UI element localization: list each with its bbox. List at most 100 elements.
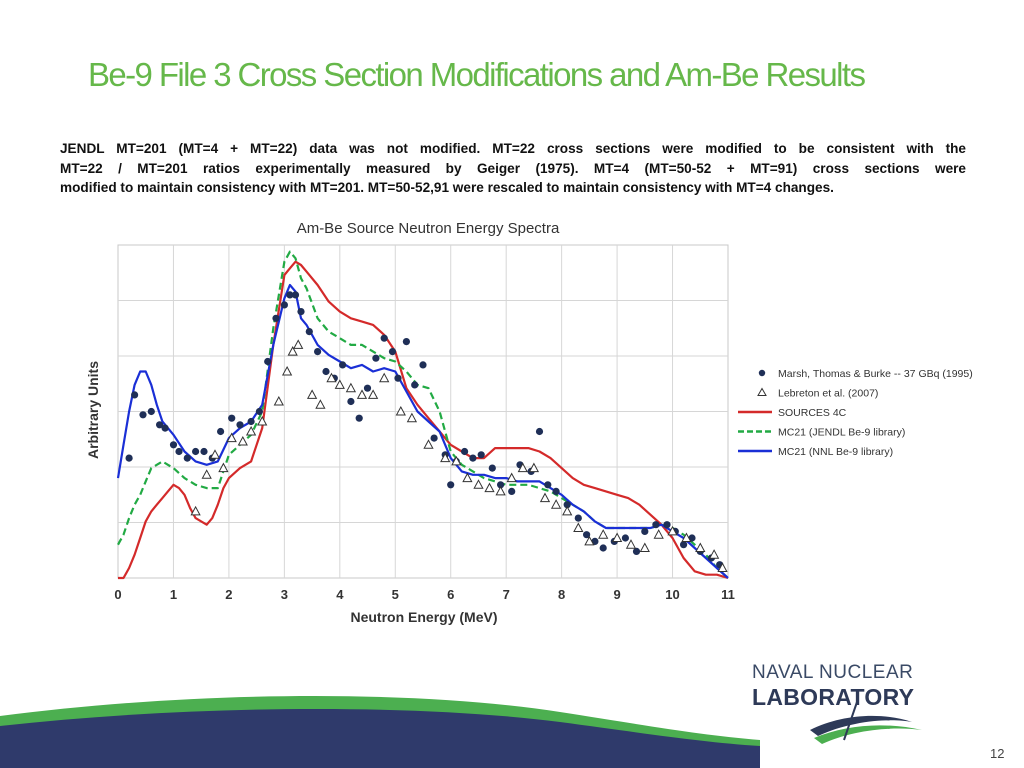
marker-lebreton [218,462,229,473]
marker-marsh [419,361,427,369]
marker-lebreton [356,389,368,399]
marker-lebreton [695,542,706,552]
legend-label: MC21 (JENDL Be-9 library) [778,427,905,439]
x-tick-label: 3 [281,587,288,602]
x-tick-label: 9 [613,587,620,602]
marker-marsh [388,348,397,356]
marker-marsh [380,334,388,342]
marker-lebreton [639,542,650,552]
x-tick-label: 11 [721,587,735,602]
marker-marsh [322,367,330,376]
body-line-3: modified to maintain consistency with MT… [60,180,834,195]
marker-marsh [574,514,582,522]
x-tick-label: 1 [170,587,177,602]
marker-lebreton [681,532,692,542]
x-tick-label: 0 [114,587,121,602]
marker-lebreton [273,395,284,406]
marker-marsh [652,521,660,529]
series-line-1 [118,260,729,580]
marker-marsh [169,441,178,449]
legend-label: Lebreton et al. (2007) [778,388,878,400]
body-line-1: JENDL MT=201 (MT=4 + MT=22) data was not… [60,141,966,156]
x-tick-label: 5 [392,587,399,602]
marker-marsh [488,464,496,472]
x-tick-label: 4 [336,587,344,602]
legend-marker-circle [758,369,766,377]
marker-marsh [394,374,402,382]
marker-marsh [641,527,649,536]
marker-lebreton [473,479,484,489]
marker-marsh [183,454,191,462]
marker-lebreton [281,365,293,376]
marker-lebreton [406,412,418,423]
marker-marsh [272,314,280,322]
marker-lebreton [717,562,728,572]
marker-marsh [469,454,477,462]
marker-lebreton [495,485,506,496]
marker-marsh [535,427,544,436]
marker-marsh [447,481,455,489]
marker-marsh [156,421,164,429]
am-be-spectra-chart: Am-Be Source Neutron Energy Spectra 0 1 2 3… [85,220,973,625]
marker-lebreton [667,525,678,536]
marker-marsh [139,411,147,419]
marker-marsh [621,534,630,542]
marker-lebreton [584,535,595,546]
x-tick-label: 2 [225,587,232,602]
marker-lebreton [625,539,637,549]
marker-lebreton [190,505,201,516]
marker-lebreton [573,522,584,532]
marker-marsh [255,407,263,416]
marker-lebreton [539,492,551,503]
legend-label: SOURCES 4C [778,407,847,419]
x-tick-label: 10 [665,587,679,602]
marker-lebreton [293,339,304,349]
chart-markers [125,291,728,572]
marker-marsh [411,381,419,389]
marker-lebreton [653,529,664,539]
logo-line1: NAVAL NUCLEAR [752,662,914,683]
body-line-2: MT=22 / MT=201 ratios experimentally mea… [60,160,966,176]
x-tick-label: 7 [503,587,510,602]
page-number: 12 [990,746,1005,761]
logo-wave-icon [810,701,922,744]
marker-marsh [236,421,244,429]
slide-title: Be-9 File 3 Cross Section Modifications … [88,56,866,93]
marker-marsh [339,361,347,369]
marker-lebreton [562,505,573,516]
chart-legend: Marsh, Thomas & Burke -- 37 GBq (1995) Le… [738,368,973,458]
marker-marsh [217,427,225,436]
marker-marsh [175,447,183,456]
slide-body-text: JENDL MT=201 (MT=4 + MT=22) data was not… [60,139,966,198]
marker-marsh [161,424,169,432]
marker-marsh [147,407,155,416]
marker-marsh [200,447,208,456]
marker-marsh [477,451,485,459]
marker-lebreton [257,415,268,426]
marker-marsh [402,338,410,346]
marker-lebreton [517,462,528,473]
marker-lebreton [611,532,623,542]
naval-nuclear-laboratory-logo: NAVAL NUCLEAR LABORATORY [752,662,942,752]
legend-label: Marsh, Thomas & Burke -- 37 GBq (1995) [778,368,973,380]
marker-lebreton [237,435,248,446]
marker-lebreton [226,432,237,443]
marker-lebreton [506,472,517,483]
marker-marsh [599,544,607,552]
marker-marsh [297,308,305,316]
footer-navy-wave [0,708,760,768]
marker-marsh [264,357,272,366]
marker-marsh [291,291,300,299]
marker-lebreton [423,439,434,449]
marker-marsh [228,414,236,422]
x-tick-label: 6 [447,587,454,602]
x-tick-label: 8 [558,587,565,602]
marker-marsh [430,434,438,442]
marker-marsh [286,291,294,299]
legend-label: MC21 (NNL Be-9 library) [778,446,893,458]
marker-lebreton [395,405,406,416]
marker-lebreton [708,549,720,559]
marker-lebreton [451,455,462,466]
logo-line2: LABORATORY [752,684,915,710]
marker-marsh [632,547,641,556]
